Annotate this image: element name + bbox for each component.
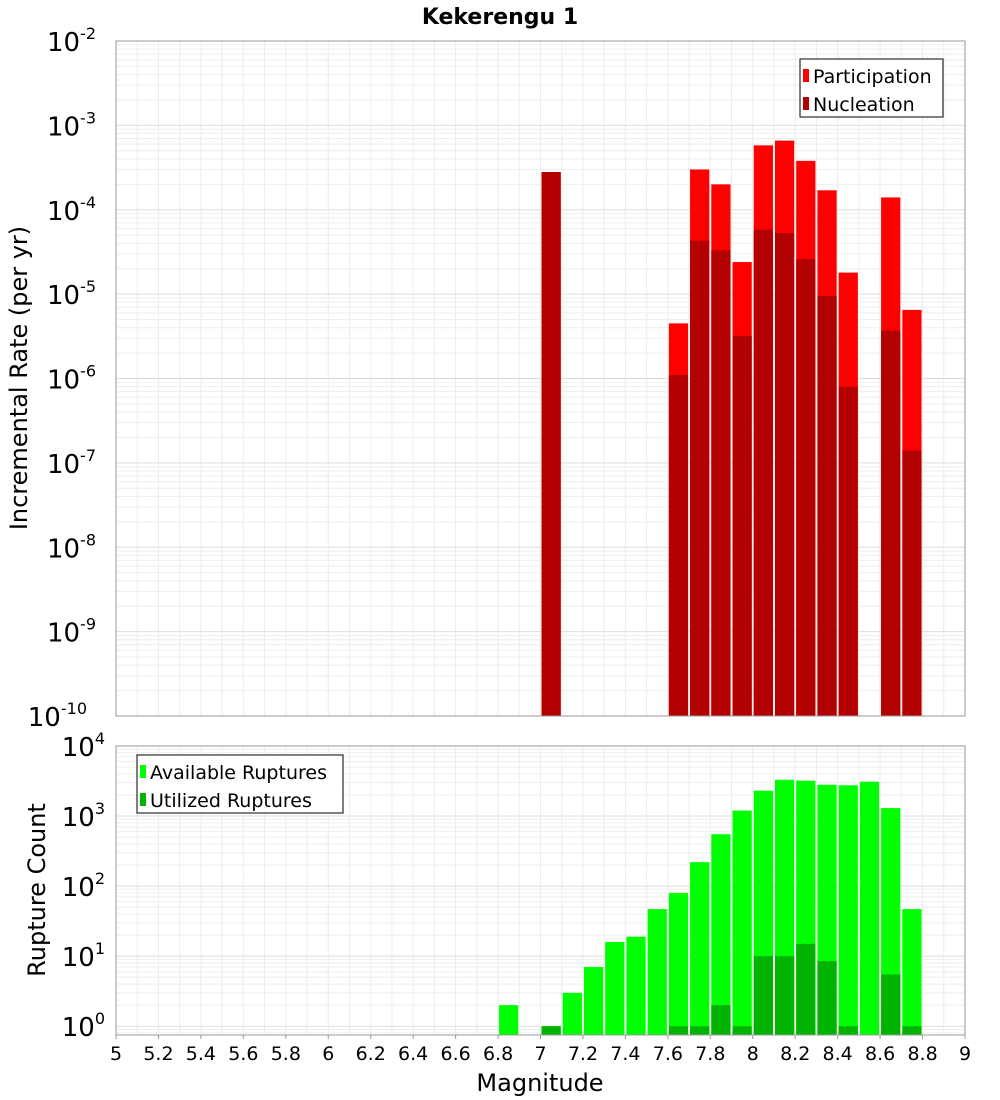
bar-count-series-0 (605, 941, 625, 1035)
x-tick-label: 5.4 (186, 1043, 216, 1065)
x-tick-label: 9 (959, 1043, 971, 1065)
bar-count-series-0 (668, 892, 689, 1035)
y-tick-label: 10-8 (47, 530, 96, 564)
x-tick-label: 5.6 (228, 1043, 258, 1065)
legend-swatch (140, 765, 146, 778)
legend-label: Available Ruptures (150, 762, 327, 784)
bar-count-series-0 (711, 834, 731, 1035)
legend-box (799, 58, 944, 118)
bar-count-series-0 (647, 909, 667, 1035)
x-tick-label: 7.2 (568, 1043, 598, 1065)
rupture-count-panel: 100 101 102 103 104 Available Ruptures Utilize… (62, 729, 971, 1065)
bar-rate-series-1 (753, 229, 773, 717)
x-tick-label: 8.8 (907, 1043, 937, 1065)
x-tick-label: 8.4 (823, 1043, 853, 1065)
y-tick-label: 10-7 (47, 446, 96, 480)
x-tick-label: 6 (322, 1043, 334, 1065)
y-tick-label: 10-5 (47, 277, 96, 311)
bar-rate-series-1 (711, 250, 731, 717)
rate-panel: 10-10 10-9 10-8 10-7 10-6 10-5 10-4 10-3 10-2 Par… (28, 24, 966, 733)
x-axis-label: Magnitude (476, 1069, 603, 1097)
legend-swatch (140, 793, 146, 806)
x-tick-label: 6.4 (398, 1043, 428, 1065)
bar-count-series-1 (690, 1026, 710, 1035)
y-tick-label: 10-4 (47, 193, 96, 227)
y-tick-label: 10-9 (47, 615, 96, 649)
bar-rate-series-1 (838, 386, 858, 716)
bar-count-series-1 (711, 1005, 731, 1035)
bar-count-series-1 (753, 956, 773, 1035)
x-tick-label: 6.6 (440, 1043, 470, 1065)
bar-count-series-1 (541, 1026, 561, 1035)
legend: Available Ruptures Utilized Ruptures (136, 754, 344, 814)
bar-count-series-0 (499, 1005, 519, 1035)
x-tick-label: 7.6 (653, 1043, 683, 1065)
chart-title: Kekerengu 1 (422, 5, 578, 30)
bar-rate-series-1 (902, 450, 922, 716)
legend-swatch (803, 69, 809, 82)
bar-count-series-1 (796, 943, 816, 1035)
legend-label: Nucleation (813, 94, 915, 116)
legend-label: Utilized Ruptures (150, 790, 312, 812)
bar-rate-series-1 (732, 335, 752, 716)
x-tick-label: 5.8 (271, 1043, 301, 1065)
bar-count-series-0 (626, 936, 646, 1035)
bar-count-series-1 (817, 961, 837, 1035)
bar-count-series-1 (732, 1026, 752, 1035)
y-tick-label: 104 (62, 729, 105, 763)
bar-count-series-0 (859, 781, 880, 1035)
y-tick-label: 101 (62, 939, 105, 973)
x-tick-label: 7.8 (695, 1043, 725, 1065)
bar-count-series-1 (838, 1026, 858, 1035)
bar-count-series-0 (902, 909, 922, 1035)
bar-count-series-1 (902, 1026, 922, 1035)
x-tick-label: 8.6 (865, 1043, 895, 1065)
bar-count-series-0 (732, 810, 752, 1035)
plot-border (115, 40, 966, 717)
y-tick-label: 103 (62, 799, 105, 833)
bar-count-series-0 (562, 992, 582, 1035)
bar-rate-series-1 (817, 296, 837, 716)
bottom-y-axis-label: Rupture Count (23, 803, 51, 977)
bar-rate-series-1 (774, 233, 795, 716)
bar-count-series-0 (838, 785, 858, 1035)
y-tick-label: 10-2 (47, 24, 96, 58)
x-tick-label: 5 (110, 1043, 122, 1065)
x-tick-label: 7 (534, 1043, 546, 1065)
y-tick-label: 10-10 (28, 699, 87, 733)
bar-rate-series-1 (881, 330, 901, 716)
x-tick-label: 8.2 (780, 1043, 810, 1065)
legend-swatch (803, 97, 809, 110)
legend: Participation Nucleation (799, 58, 944, 118)
bar-count-series-1 (774, 956, 795, 1035)
top-y-axis-label: Incremental Rate (per yr) (5, 226, 33, 530)
bar-rate-series-1 (796, 259, 816, 716)
y-tick-label: 102 (62, 869, 105, 903)
bar-count-series-1 (881, 974, 901, 1035)
y-tick-label: 10-3 (47, 108, 96, 142)
y-tick-label: 10-6 (47, 362, 96, 396)
bar-count-series-0 (690, 862, 710, 1035)
bar-count-series-0 (583, 967, 604, 1035)
x-tick-label: 6.8 (483, 1043, 513, 1065)
y-tick-label: 100 (62, 1009, 105, 1043)
x-tick-label: 5.2 (143, 1043, 173, 1065)
legend-box (136, 754, 344, 814)
bar-rate-series-1 (541, 172, 561, 716)
bar-count-series-1 (668, 1026, 689, 1035)
x-tick-label: 6.2 (356, 1043, 386, 1065)
bar-rate-series-1 (690, 240, 710, 717)
x-tick-label: 8 (747, 1043, 759, 1065)
legend-label: Participation (813, 66, 932, 88)
x-tick-label: 7.4 (610, 1043, 640, 1065)
bar-rate-series-1 (668, 375, 689, 716)
